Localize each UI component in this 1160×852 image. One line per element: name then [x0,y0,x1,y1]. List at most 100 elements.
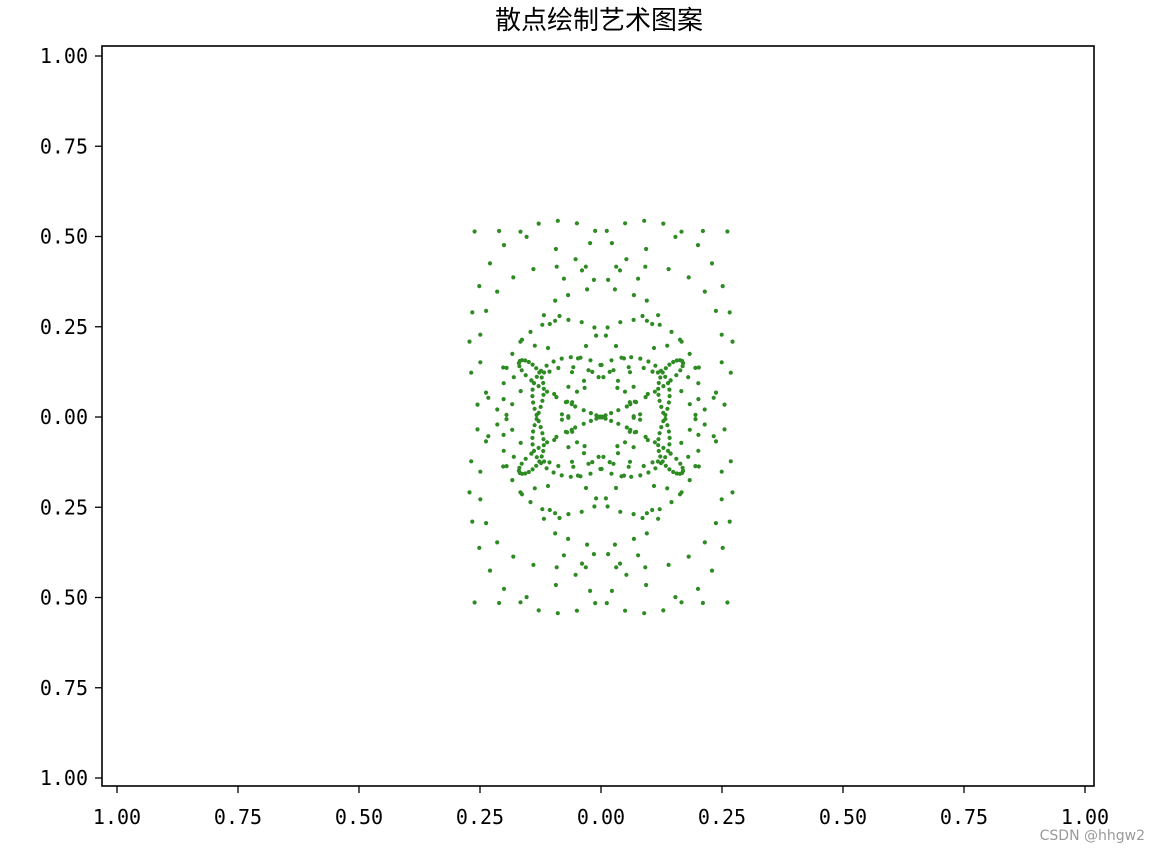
scatter-point [477,284,482,289]
scatter-point [536,419,541,424]
scatter-point [659,425,664,430]
scatter-point [644,582,649,588]
scatter-point [667,362,672,367]
scatter-point [566,384,571,389]
scatter-point [594,333,599,338]
scatter-point [540,507,545,512]
scatter-point [501,432,506,437]
scatter-point [609,358,614,363]
scatter-point [541,313,547,318]
scatter-point [530,435,535,440]
scatter-point [541,392,546,397]
scatter-point [615,378,621,383]
scatter-point [696,381,701,386]
scatter-point [711,395,716,400]
scatter-point [665,486,670,491]
scatter-point [631,293,637,298]
scatter-point [719,360,724,365]
scatter-point [598,466,603,472]
scatter-point [671,469,676,475]
scatter-point [614,565,619,570]
scatter-point [537,459,542,464]
scatter-point [618,509,623,514]
scatter-point [603,333,609,338]
scatter-point [504,412,509,417]
scatter-point [573,257,578,262]
scatter-point [593,601,598,606]
scatter-point [528,329,533,334]
y-tick-label: 0.25 [40,315,88,339]
scatter-point [523,471,528,476]
scatter-point [583,565,588,570]
scatter-point [553,582,559,588]
scatter-point [570,429,575,434]
scatter-point [554,395,559,400]
scatter-point [638,412,643,417]
scatter-point [656,437,661,442]
scatter-point [638,417,643,422]
scatter-point [551,470,556,475]
scatter-point [636,276,641,281]
scatter-point [518,600,523,605]
scatter-point [667,394,672,399]
scatter-point [702,407,707,412]
scatter-point [725,229,730,234]
scatter-point [656,448,661,454]
scatter-point [597,415,602,420]
scatter-point [538,425,543,430]
scatter-point [606,277,611,282]
scatter-point [501,365,506,370]
scatter-point [626,365,631,370]
scatter-point [594,413,599,418]
scatter-point [586,368,591,373]
scatter-point [627,400,632,405]
scatter-point [594,416,599,421]
scatter-point [666,562,671,568]
scatter-point [653,466,658,471]
scatter-point [643,434,648,439]
scatter-point [559,417,565,422]
scatter-point [511,275,516,280]
scatter-point [568,474,573,479]
scatter-point [679,490,684,495]
scatter-point [511,554,516,559]
scatter-point [561,276,567,281]
scatter-point [725,600,730,605]
scatter-point [523,456,528,461]
scatter-point [532,486,537,491]
scatter-point [566,293,571,298]
scatter-point [547,460,552,465]
scatter-point [575,473,581,478]
watermark: CSDN @hhgw2 [1040,828,1145,844]
scatter-point [621,473,627,478]
scatter-point [619,355,624,360]
scatter-point [579,509,584,514]
scatter-point [566,415,571,420]
scatter-point [545,483,551,489]
scatter-point [592,325,597,330]
scatter-point [652,440,658,445]
scatter-point [574,608,580,613]
scatter-point [530,467,535,472]
scatter-point [696,464,701,469]
x-tick-label: 0.50 [819,805,867,829]
scatter-point [609,588,615,594]
scatter-point [661,608,666,613]
scatter-point [631,536,637,542]
scatter-point [559,473,564,478]
scatter-point [618,320,623,325]
scatter-point [538,368,544,373]
scatter-point [629,474,634,479]
scatter-point [483,390,489,395]
scatter-point [711,434,716,439]
scatter-point [631,384,636,389]
scatter-point [645,437,650,443]
scatter-point [615,385,620,390]
scatter-point [624,257,629,262]
scatter-point [530,387,535,392]
scatter-point [566,317,571,322]
scatter-point [534,412,539,418]
scatter-point [574,389,580,394]
scatter-point [472,600,477,605]
